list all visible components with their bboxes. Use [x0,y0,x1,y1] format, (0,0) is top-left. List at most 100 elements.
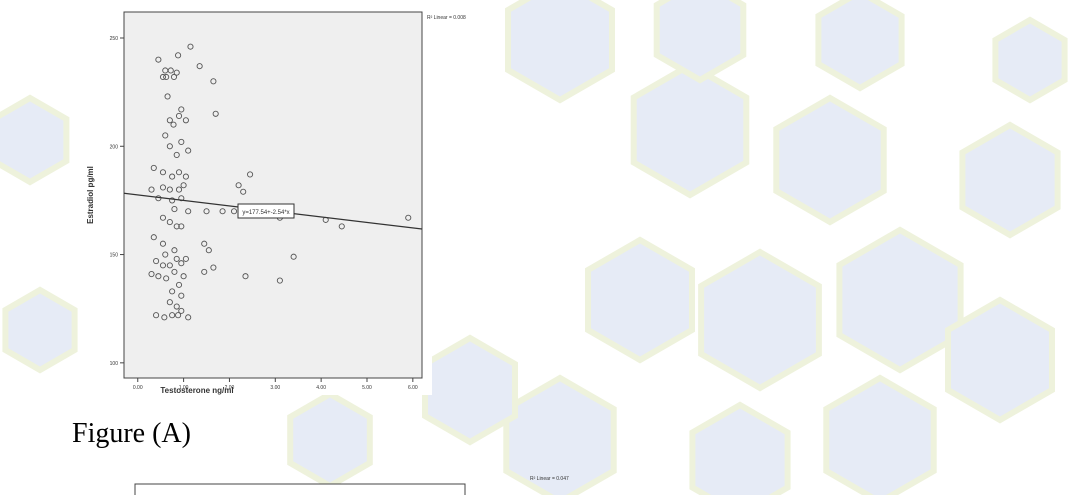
background-hexagon [992,16,1068,104]
data-point [178,223,185,230]
data-point [175,52,182,59]
data-point [150,164,157,171]
data-point [201,240,208,247]
data-point [185,314,192,321]
data-point [170,121,177,128]
data-point [170,73,178,81]
background-hexagon [945,296,1055,424]
data-point [173,223,180,230]
data-point [171,247,178,254]
background-hexagon [653,0,747,84]
y-tick-label: 100 [110,361,119,367]
data-point [173,303,180,310]
data-point [159,169,167,176]
data-point [169,197,176,204]
data-point [175,281,183,288]
data-point [166,117,173,124]
background-hexagon [698,248,822,392]
x-tick-label: 4.00 [316,385,326,391]
x-tick-label: 0.00 [133,385,143,391]
plot-area [123,11,423,379]
data-point [173,151,180,158]
data-point [166,262,173,269]
data-point [162,132,169,139]
data-point [182,117,189,124]
data-point [159,184,167,191]
data-point [155,56,162,63]
data-point [212,110,219,117]
data-point [171,268,178,275]
data-point [182,255,189,262]
data-point [178,307,185,314]
background-hexagon [630,61,750,199]
data-point [185,147,192,154]
data-point [153,258,160,265]
background-hexagon [773,94,887,226]
data-point [235,182,242,189]
data-point [159,214,167,221]
background-hexagon [0,94,70,186]
y-tick-label: 150 [110,253,119,259]
data-point [338,223,345,230]
data-point [182,173,189,180]
y-axis-label: Estradiol pg/ml [86,166,95,224]
data-point [196,63,203,70]
data-point [175,312,182,319]
y-tick-label: 250 [110,36,119,42]
data-point [178,106,185,113]
data-point [159,73,167,81]
data-point [210,264,217,271]
data-point [405,214,412,221]
x-axis-label: Testosterone ng/ml [160,386,233,395]
data-point [247,171,254,178]
data-point [164,93,171,100]
r2-label-b: R² Linear = 0.047 [530,476,569,482]
data-point [173,255,180,262]
data-point [175,186,183,193]
data-point [159,262,167,269]
figure-b-plot-area [134,483,466,495]
data-point [178,195,185,202]
data-point [240,188,247,195]
fit-equation-label: y=177.54+-2.54*x [242,210,289,216]
data-point [178,260,185,267]
data-points [148,43,412,321]
data-point [150,234,157,241]
data-point [162,251,169,258]
y-tick-label: 200 [110,144,119,150]
x-tick-label: 3.00 [270,385,280,391]
background-hexagon [836,226,964,374]
data-point [175,112,183,120]
data-point [178,138,185,145]
figure-a-caption: Figure (A) [72,418,191,449]
data-point [166,186,173,193]
x-tick-label: 1.00 [179,385,189,391]
data-point [169,173,176,180]
data-point [159,240,167,247]
data-point [203,208,210,215]
x-tick-label: 5.00 [362,385,372,391]
data-point [180,273,187,280]
data-point [166,299,173,306]
background-hexagon [959,121,1061,239]
data-point [173,69,180,76]
data-point [242,273,249,280]
data-point [148,270,155,278]
data-point [169,312,176,319]
data-point [210,78,217,85]
data-point [178,292,185,299]
data-point [167,67,174,74]
data-point [187,43,194,50]
background-hexagon [505,0,615,104]
data-point [180,182,187,189]
data-point [169,288,176,295]
data-point [201,268,208,275]
data-point [155,273,162,280]
background-hexagon [689,401,791,495]
x-axis-ticks: 0.00 1.00 2.00 3.00 4.00 5.00 6.00 [133,378,418,391]
data-point [185,208,192,215]
fit-equation-box [237,203,295,219]
background-hexagon [815,0,905,92]
